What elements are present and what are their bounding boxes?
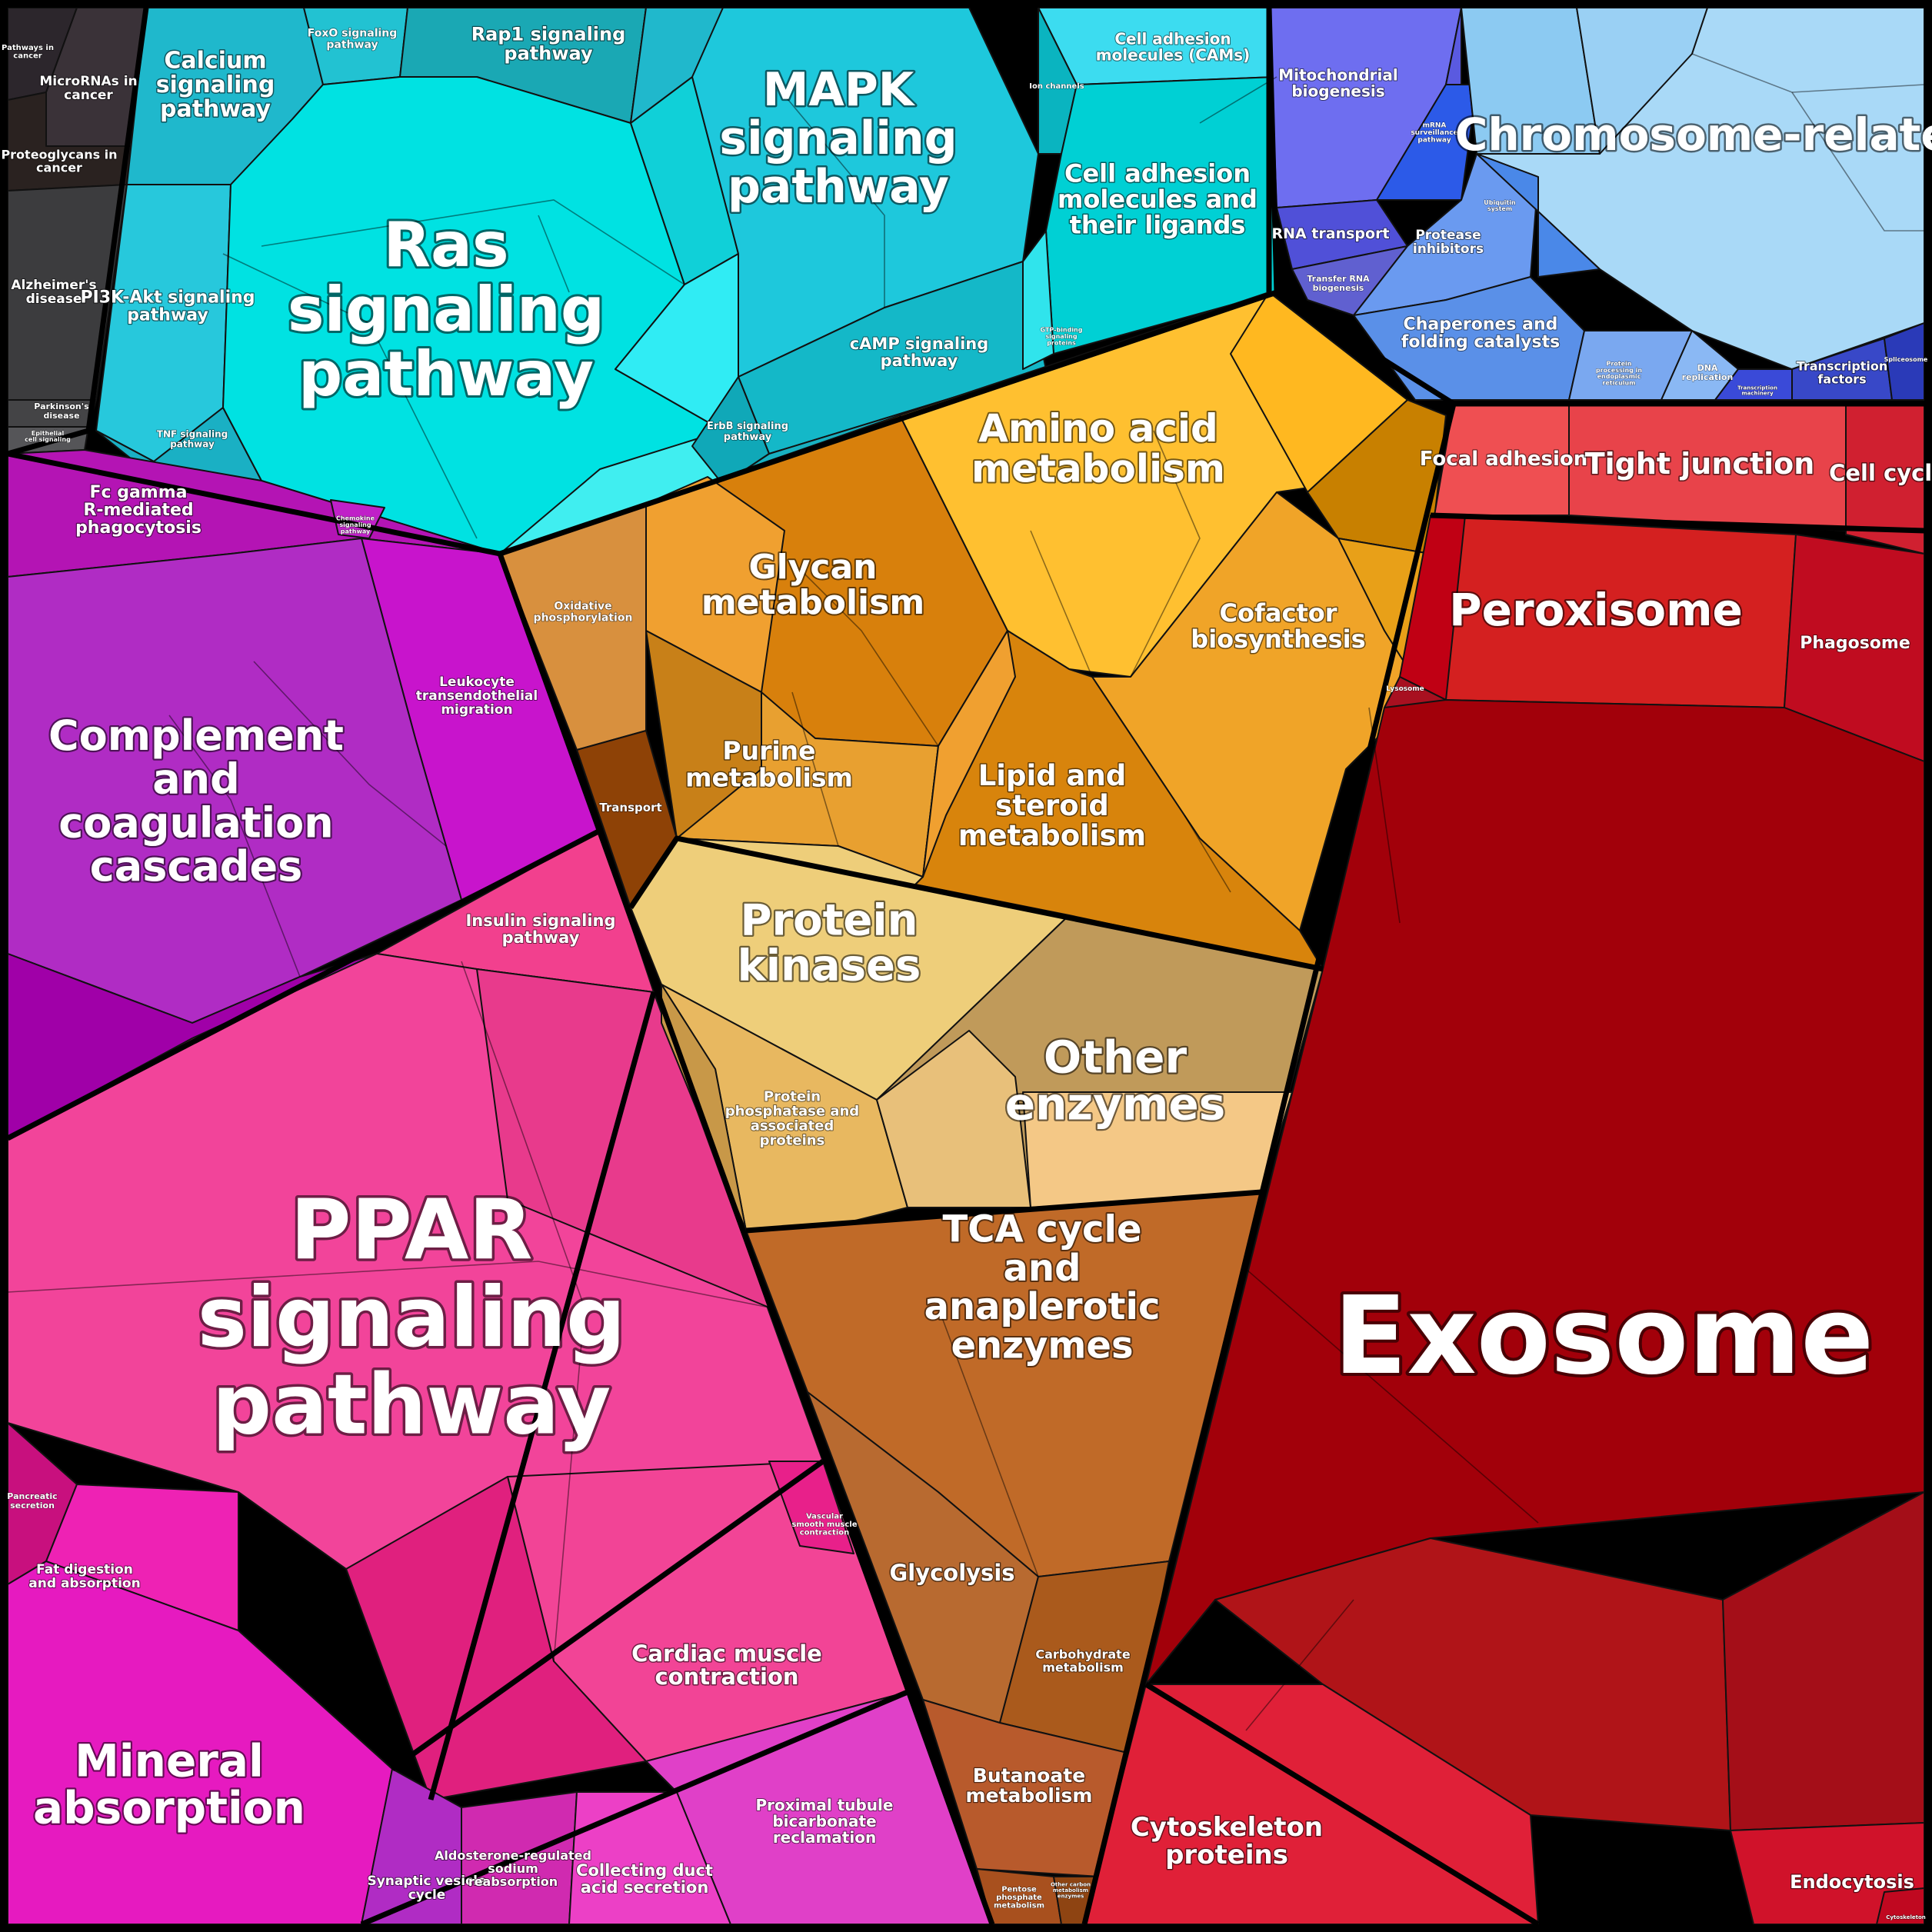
label-spliceosome: Spliceosome xyxy=(1884,356,1928,363)
region-immune xyxy=(7,449,601,1139)
label-parkinsons: Parkinson's disease xyxy=(34,401,89,421)
label-other-carbon: Other carbon metabolism enzymes xyxy=(1051,1882,1091,1900)
label-mineral-absorption: Mineral absorption xyxy=(33,1735,305,1834)
label-dna-replication: DNA replication xyxy=(1682,363,1734,382)
label-ras-signaling: Ras signaling pathway xyxy=(288,209,605,410)
cell-amino-dark xyxy=(1307,399,1447,555)
region-physiology xyxy=(7,830,993,1925)
cell-cardiac-left xyxy=(345,1476,647,1800)
label-other-enzymes: Other enzymes xyxy=(1005,1031,1226,1131)
label-calcium-signaling: Calcium signaling pathway xyxy=(156,48,275,123)
label-protein-kinases: Protein kinases xyxy=(738,896,921,991)
label-cytoskeleton-proteins: Cytoskeleton proteins xyxy=(1131,1812,1323,1870)
label-cofactor: Cofactor biosynthesis xyxy=(1191,598,1365,654)
label-pentose: Pentose phosphate metabolism xyxy=(994,1886,1044,1910)
label-epithelial: Epithelial cell signaling xyxy=(25,430,71,443)
label-ubiquitin: Ubiquitin system xyxy=(1484,199,1516,212)
cell-ubiquitin xyxy=(1476,153,1601,278)
region-genetic xyxy=(1268,7,1925,401)
label-trna: Transfer RNA biogenesis xyxy=(1307,274,1370,293)
label-lipid: Lipid and steroid metabolism xyxy=(958,759,1146,852)
region-tca xyxy=(745,1191,1262,1925)
label-tca: TCA cycle and anaplerotic enzymes xyxy=(924,1208,1161,1367)
label-proteoglycans-in-cancer: Proteoglycans in cancer xyxy=(1,148,117,175)
label-oxidative: Oxidative phosphorylation xyxy=(534,601,633,625)
label-amino-acid: Amino acid metabolism xyxy=(971,406,1225,491)
label-cytoskeleton-small: Cytoskeleton xyxy=(1886,1914,1926,1920)
label-cams: Cell adhesion molecules (CAMs) xyxy=(1096,30,1251,65)
label-exosome: Exosome xyxy=(1334,1274,1874,1399)
label-pi3k-akt: PI3K-Akt signaling pathway xyxy=(80,288,255,325)
label-alzheimers: Alzheimer's disease xyxy=(11,278,96,307)
label-focal-adhesion: Focal adhesion xyxy=(1420,448,1588,471)
label-fc-gamma: Fc gamma R-mediated phagocytosis xyxy=(75,483,202,538)
label-insulin: Insulin signaling pathway xyxy=(465,911,615,947)
inner-lines xyxy=(7,53,1925,1925)
label-cam-ligands: Cell adhesion molecules and their ligands xyxy=(1058,158,1257,239)
label-chaperones: Chaperones and folding catalysts xyxy=(1401,315,1560,351)
label-endocytosis: Endocytosis xyxy=(1790,1871,1914,1893)
label-transcription-factors: Transcription factors xyxy=(1797,359,1888,387)
label-mrna: mRNA surveillance pathway xyxy=(1411,122,1457,145)
label-protease-inhibitors: Protease inhibitors xyxy=(1413,228,1484,257)
label-chemokine: Chemokine signaling pathway xyxy=(336,515,375,535)
label-foxo: FoxO signaling pathway xyxy=(308,28,398,52)
label-lysosome: Lysosome xyxy=(1386,685,1424,693)
label-camp: cAMP signaling pathway xyxy=(850,335,989,370)
label-transport: Transport xyxy=(599,801,661,814)
label-er-processing: Protein processing in endoplasmic reticulum xyxy=(1596,360,1643,386)
label-ion-channels: Ion channels xyxy=(1029,82,1084,91)
label-glycan: Glycan metabolism xyxy=(701,548,924,622)
label-cell-cycle: Cell cycle xyxy=(1829,460,1932,486)
label-mapk: MAPK signaling pathway xyxy=(719,63,957,214)
label-erbb: ErbB signaling pathway xyxy=(707,421,788,443)
label-proximal-tubule: Proximal tubule bicarbonate reclamation xyxy=(756,1796,894,1847)
cell-lipid-left xyxy=(922,630,1016,878)
region-dividers xyxy=(6,7,1925,1927)
label-rap1: Rap1 signaling pathway xyxy=(471,23,626,64)
label-aldosterone: Aldosterone-regulated sodium reabsorption xyxy=(435,1848,591,1889)
label-gtp-binding: GTP-binding signaling proteins xyxy=(1041,327,1083,347)
label-cardiac: Cardiac muscle contraction xyxy=(631,1641,822,1690)
label-pathways-in-cancer: Pathways in cancer xyxy=(2,44,54,61)
label-carbohydrate: Carbohydrate metabolism xyxy=(1035,1647,1130,1675)
label-vascular: Vascular smooth muscle contraction xyxy=(791,1513,857,1537)
label-complement: Complement and coagulation cascades xyxy=(48,711,344,891)
label-ppar: PPAR signaling pathway xyxy=(198,1183,626,1454)
cell-other-mid xyxy=(876,1030,1031,1208)
label-tnf: TNF signaling pathway xyxy=(157,429,228,450)
region-cellular xyxy=(1084,403,1925,1925)
region-metabolism xyxy=(499,291,1447,970)
region-signaling xyxy=(95,7,1277,555)
label-peroxisome: Peroxisome xyxy=(1449,584,1743,636)
label-fat-digestion: Fat digestion and absorption xyxy=(28,1562,140,1591)
label-tight-junction: Tight junction xyxy=(1585,447,1815,481)
label-synaptic: Synaptic vesicle cycle xyxy=(367,1874,486,1903)
cell-purine-left xyxy=(645,630,762,839)
label-protein-phosphatase: Protein phosphatase and associated proteins xyxy=(725,1089,859,1149)
label-chromosome: Chromosome-related xyxy=(1455,108,1932,161)
label-transcription-machinery: Transcription machinery xyxy=(1737,385,1777,396)
label-pancreatic: Pancreatic secretion xyxy=(7,1491,57,1511)
label-micrornas-in-cancer: MicroRNAs in cancer xyxy=(39,74,137,103)
labels: Pathways in cancer MicroRNAs in cancer Pro… xyxy=(0,22,1932,1920)
cell-glycan-left xyxy=(645,476,785,693)
label-mitochondrial: Mitochondrial biogenesis xyxy=(1278,66,1398,101)
label-leukocyte: Leukocyte transendothelial migration xyxy=(416,675,538,718)
label-glycolysis: Glycolysis xyxy=(889,1560,1014,1586)
region-kinases xyxy=(630,838,1324,1231)
label-purine: Purine metabolism xyxy=(685,736,853,793)
cell-gtp-binding xyxy=(1022,230,1054,370)
label-collecting-duct: Collecting duct acid secretion xyxy=(576,1861,713,1897)
label-butanoate: Butanoate metabolism xyxy=(966,1764,1093,1807)
label-phagosome: Phagosome xyxy=(1800,634,1910,653)
label-rna-transport: RNA transport xyxy=(1271,225,1389,242)
